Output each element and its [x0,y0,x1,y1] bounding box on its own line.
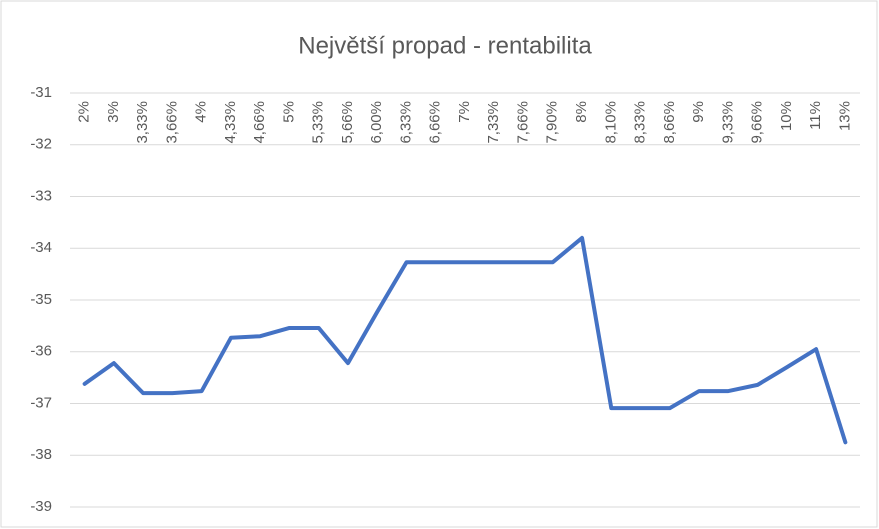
x-tick-label: 7,33% [485,101,502,144]
x-tick-label: 4,33% [222,101,239,144]
x-tick-label: 11% [807,101,824,130]
x-tick-label: 8% [573,101,590,123]
x-tick-label: 4,66% [251,101,268,144]
x-tick-label: 3,66% [163,101,180,144]
x-tick-label: 5,66% [339,101,356,144]
x-tick-label: 8,66% [661,101,678,144]
y-tick-label: -35 [30,291,52,308]
y-tick-label: -39 [30,498,52,515]
x-tick-label: 3% [105,101,122,123]
x-tick-label: 2% [76,101,93,123]
y-tick-label: -38 [30,446,52,463]
x-tick-label: 6,33% [397,101,414,144]
x-tick-label: 10% [778,101,795,131]
x-tick-label: 5,33% [310,101,327,144]
y-tick-label: -31 [30,84,52,101]
x-tick-label: 7,66% [514,101,531,144]
y-tick-label: -34 [30,239,52,256]
y-tick-label: -33 [30,187,52,204]
x-tick-label: 8,10% [602,101,619,144]
y-tick-label: -36 [30,343,52,360]
x-tick-label: 5% [280,101,297,123]
x-tick-label: 4% [193,101,210,123]
x-tick-label: 7% [456,101,473,123]
y-tick-label: -37 [30,394,52,411]
x-tick-label: 9,33% [719,101,736,144]
x-tick-label: 3,33% [134,101,151,144]
x-tick-label: 7,90% [544,101,561,144]
x-tick-label: 6,00% [368,101,385,144]
y-tick-label: -32 [30,136,52,153]
x-tick-label: 8,33% [632,101,649,144]
data-line [82,235,848,445]
chart-title: Největší propad - rentabilita [298,32,592,59]
x-tick-label: 6,66% [427,101,444,144]
x-tick-label: 13% [836,101,853,131]
x-tick-label: 9,66% [749,101,766,144]
x-tick-label: 9% [690,101,707,123]
